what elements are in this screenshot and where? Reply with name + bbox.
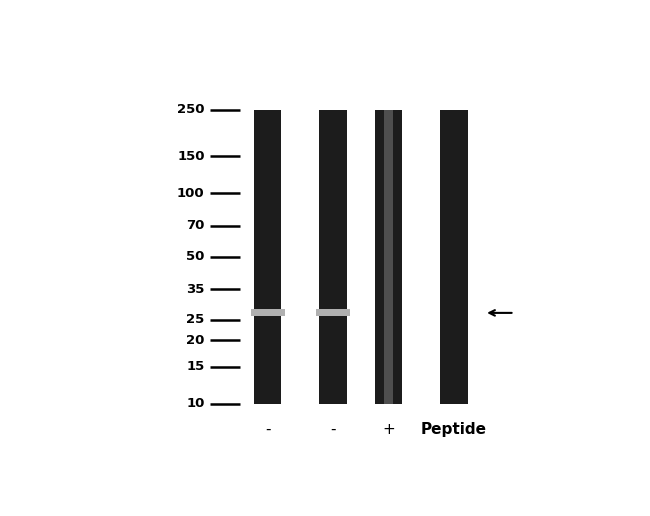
- Bar: [384, 109, 393, 404]
- Text: 100: 100: [177, 187, 205, 200]
- Bar: [254, 109, 281, 404]
- Bar: [317, 309, 350, 316]
- Bar: [251, 309, 285, 316]
- Text: -: -: [265, 422, 270, 437]
- Text: 50: 50: [187, 250, 205, 263]
- Bar: [374, 109, 402, 404]
- Text: Peptide: Peptide: [421, 422, 487, 437]
- Bar: [440, 109, 468, 404]
- Text: -: -: [330, 422, 336, 437]
- Text: +: +: [382, 422, 395, 437]
- Text: 35: 35: [187, 283, 205, 296]
- Bar: [319, 109, 347, 404]
- Text: 15: 15: [187, 360, 205, 373]
- Text: 70: 70: [187, 219, 205, 232]
- Text: 250: 250: [177, 103, 205, 116]
- Text: 20: 20: [187, 334, 205, 347]
- Text: 150: 150: [177, 150, 205, 163]
- Text: 25: 25: [187, 313, 205, 327]
- Text: 10: 10: [187, 397, 205, 410]
